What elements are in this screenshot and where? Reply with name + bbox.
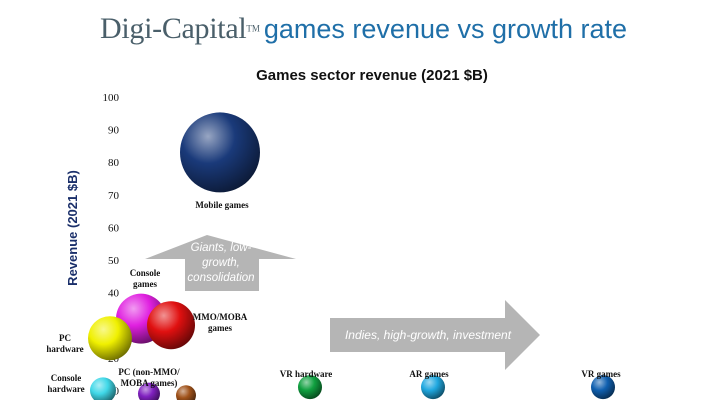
- up-arrow: [145, 235, 296, 291]
- bubble-label: PC (non-MMO/MOBA games): [118, 367, 180, 388]
- bubble: [298, 375, 322, 400]
- brand-logo: Digi-Capital: [100, 12, 247, 45]
- bubbles: [88, 112, 615, 400]
- bubble-label: VR hardware: [280, 369, 333, 379]
- y-tick-label: 90: [108, 125, 120, 137]
- header: Digi-CapitalTM games revenue vs growth r…: [100, 12, 627, 52]
- y-tick-label: 70: [108, 190, 120, 202]
- bubble-label: MMO/MOBA games: [193, 312, 248, 333]
- bubble: [180, 112, 260, 193]
- y-tick-label: 60: [108, 222, 120, 234]
- bubble: [90, 377, 116, 400]
- bubble-label: Mobile games: [195, 200, 249, 210]
- up-arrow-label: Giants, low-growth, consolidation: [187, 242, 254, 284]
- bubble: [138, 382, 160, 400]
- bubble-label: Console hardware: [47, 373, 84, 394]
- bubble: [176, 385, 196, 400]
- chart-title: Games sector revenue (2021 $B): [256, 67, 488, 84]
- bubble: [421, 375, 445, 400]
- y-axis-label: Revenue (2021 $B): [65, 170, 80, 286]
- bubble-label: VR games: [581, 369, 621, 379]
- bubble-label: PC hardware: [46, 333, 83, 354]
- bubble: [88, 316, 132, 361]
- bubble-label: Console games: [130, 268, 161, 289]
- bubble: [591, 375, 615, 400]
- y-tick-label: 40: [108, 288, 120, 300]
- brand-trademark: TM: [246, 23, 260, 34]
- headline: games revenue vs growth rate: [263, 14, 628, 44]
- right-arrow: [330, 300, 540, 370]
- y-tick-label: 50: [108, 255, 120, 267]
- y-tick-label: 100: [103, 92, 120, 104]
- bubble: [147, 301, 195, 350]
- bubble-label: AR games: [409, 369, 449, 379]
- bubble-labels: Mobile games Console games MMO/MOBA games PC h…: [46, 200, 621, 394]
- y-tick-label: 80: [108, 157, 120, 169]
- right-arrow-label: Indies, high-growth, investment: [345, 328, 512, 342]
